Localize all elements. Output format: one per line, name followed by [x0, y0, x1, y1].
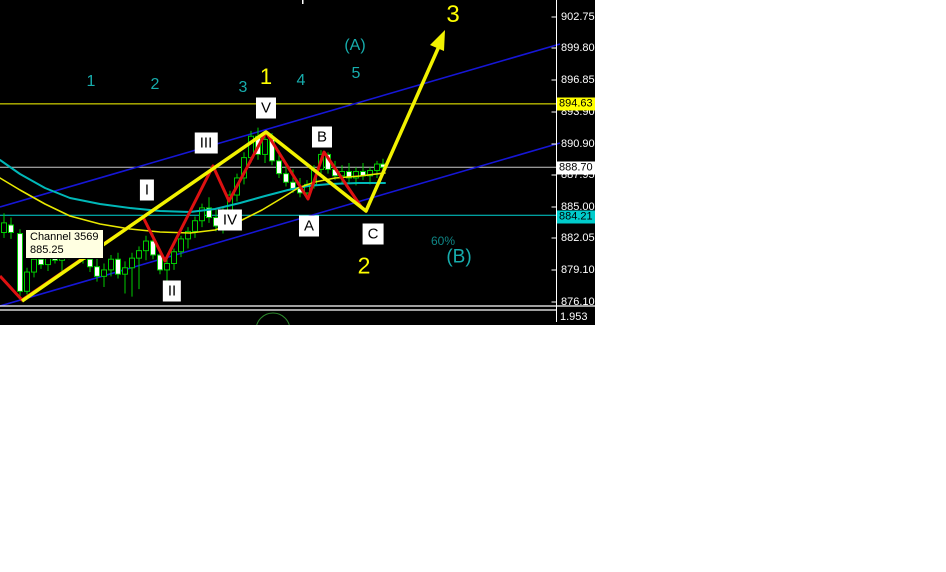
- indicator-arc: [256, 312, 290, 325]
- price-axis-tick: 879.10: [561, 264, 595, 276]
- candle-body: [24, 271, 30, 292]
- retracement-percent-label[interactable]: 60%: [430, 234, 456, 248]
- trading-chart: 902.75 899.80 896.85 893.90 890.90 887.9…: [0, 0, 595, 325]
- price-axis-tick: 882.05: [561, 232, 595, 244]
- candle-body: [374, 163, 380, 171]
- wave-label-IV[interactable]: IV: [217, 209, 243, 231]
- price-axis-tick: 890.90: [561, 138, 595, 150]
- wave-label-C[interactable]: C: [362, 223, 384, 245]
- yellow-ma: [0, 172, 386, 234]
- candle-body: [283, 173, 289, 183]
- candle-body: [206, 207, 212, 219]
- candle-body: [192, 220, 198, 232]
- candle-body: [38, 258, 44, 266]
- channel-line[interactable]: [0, 142, 561, 307]
- candle-body: [164, 263, 170, 271]
- candle-body: [346, 171, 352, 179]
- candle-body: [171, 251, 177, 265]
- price-axis-tick: 885.00: [561, 201, 595, 213]
- yellow-wave-label-1[interactable]: 1: [259, 64, 273, 89]
- candle-body: [353, 171, 359, 179]
- candle-body: [115, 258, 121, 275]
- candle-body: [136, 250, 142, 259]
- candle-body: [94, 266, 100, 277]
- wave-label-II[interactable]: II: [162, 280, 182, 302]
- price-axis-tick: 899.80: [561, 42, 595, 54]
- candle-body: [262, 138, 268, 155]
- count-label-3[interactable]: 3: [238, 79, 248, 96]
- candle-body: [129, 257, 135, 269]
- channel-tooltip: Channel 3569 885.25: [25, 229, 104, 259]
- price-tag-resistance: 894.63: [557, 97, 595, 111]
- price-axis-tick: 902.75: [561, 11, 595, 23]
- count-label-wave-B[interactable]: (B): [446, 246, 472, 268]
- yellow-wave-label-3[interactable]: 3: [446, 1, 460, 28]
- candle-body: [367, 169, 373, 177]
- price-axis-tick: 896.85: [561, 74, 595, 86]
- wave-label-B[interactable]: B: [311, 126, 333, 148]
- candle-body: [1, 222, 7, 233]
- channel-tooltip-name: Channel 3569: [30, 231, 99, 243]
- chart-canvas: [0, 0, 595, 325]
- candle-body: [31, 258, 37, 273]
- price-axis-tick: 876.10: [561, 296, 595, 308]
- period-separator-tick: [302, 0, 304, 4]
- wave-label-V[interactable]: V: [255, 97, 277, 119]
- candle-body: [199, 207, 205, 222]
- teal-ma: [0, 159, 386, 213]
- candle-body: [17, 233, 23, 292]
- count-label-5[interactable]: 5: [351, 65, 361, 82]
- count-label-wave-A[interactable]: (A): [344, 37, 366, 54]
- candle-body: [185, 230, 191, 240]
- candle-body: [178, 238, 184, 253]
- price-tag-current: 888.70: [557, 161, 595, 175]
- candle-body: [157, 254, 163, 271]
- candle-body: [276, 160, 282, 175]
- price-tag-support: 884.21: [557, 210, 595, 224]
- channel-tooltip-price: 885.25: [30, 244, 64, 256]
- yellow-wave-label-2[interactable]: 2: [357, 252, 371, 279]
- major-yellow-wave[interactable]: [21, 43, 442, 303]
- candle-body: [150, 240, 156, 256]
- count-label-1[interactable]: 1: [86, 73, 96, 90]
- sub-pane-value: 1.953: [560, 311, 588, 323]
- candle-body: [8, 224, 14, 233]
- wave-label-A[interactable]: A: [298, 215, 320, 237]
- wave-label-III[interactable]: III: [194, 132, 218, 154]
- candle-body: [122, 267, 128, 275]
- candle-body: [87, 258, 93, 268]
- up-arrow-head[interactable]: [430, 30, 445, 51]
- channel-line[interactable]: [0, 43, 561, 208]
- candle-body: [143, 240, 149, 252]
- wave-label-I[interactable]: I: [139, 179, 155, 201]
- count-label-2[interactable]: 2: [150, 76, 160, 93]
- candle-body: [108, 258, 114, 271]
- candle-body: [101, 269, 107, 277]
- count-label-4[interactable]: 4: [296, 72, 306, 89]
